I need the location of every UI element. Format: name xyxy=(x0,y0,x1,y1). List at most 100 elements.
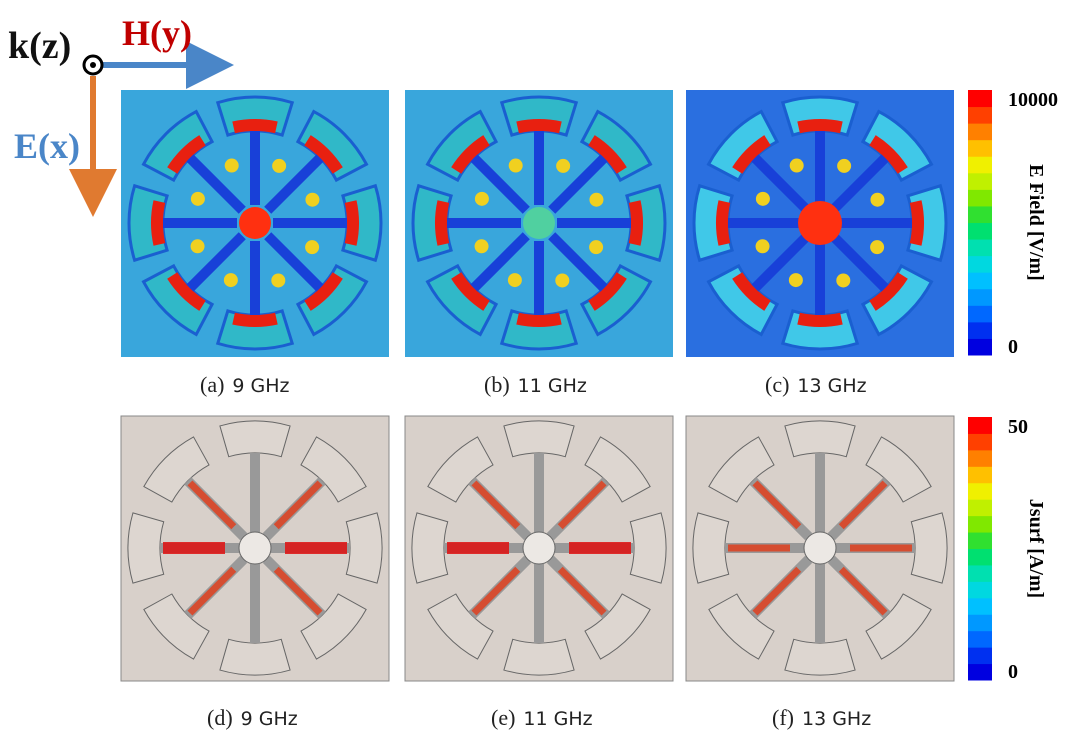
blob xyxy=(756,239,770,253)
colorbar-max: 10000 xyxy=(1008,89,1058,111)
colorbar-step xyxy=(968,466,992,483)
sector xyxy=(412,513,448,583)
blob xyxy=(191,192,205,206)
caption: (c) 13 GHz xyxy=(765,372,867,397)
colorbar-step xyxy=(968,647,992,664)
colorbar-step xyxy=(968,289,992,306)
caption: (a) 9 GHz xyxy=(200,372,290,397)
blob xyxy=(756,192,770,206)
colorbar-title: Jsurf [A/m] xyxy=(1025,499,1047,598)
figure: k(z) H(y) E(x) (a) 9 GHz (b) 11 GHz (c) 13 GH… xyxy=(0,0,1069,732)
colorbar-step xyxy=(968,206,992,223)
blob xyxy=(509,159,523,173)
blob xyxy=(272,159,286,173)
colorbar-step xyxy=(968,156,992,173)
colorbar-step xyxy=(968,631,992,648)
colorbar-step xyxy=(968,417,992,434)
blob xyxy=(305,193,319,207)
sector xyxy=(128,513,164,583)
center-field xyxy=(523,207,555,239)
efield-panel xyxy=(121,90,389,357)
colorbar-step xyxy=(968,433,992,450)
center-field xyxy=(239,207,271,239)
h-label: H(y) xyxy=(122,13,192,53)
center xyxy=(804,532,836,564)
caption: (f) 13 GHz xyxy=(772,705,871,730)
caption-freq: 11 GHz xyxy=(523,708,592,730)
colorbar-step xyxy=(968,90,992,107)
efield-panel xyxy=(405,90,673,357)
sector xyxy=(785,639,855,675)
colorbar-step xyxy=(968,256,992,273)
colorbar-title: E Field [V/m] xyxy=(1025,164,1047,281)
blob xyxy=(305,240,319,254)
colorbar-step xyxy=(968,483,992,500)
colorbar-step xyxy=(968,189,992,206)
caption: (d) 9 GHz xyxy=(207,705,298,730)
colorbar-min: 0 xyxy=(1008,336,1018,358)
colorbar-step xyxy=(968,664,992,681)
colorbar-step xyxy=(968,123,992,140)
blob xyxy=(836,273,850,287)
sector xyxy=(346,513,382,583)
caption-label: (d) xyxy=(207,705,233,730)
k-dot xyxy=(90,62,96,68)
efield-panel xyxy=(686,90,954,357)
blob xyxy=(790,159,804,173)
center xyxy=(523,532,555,564)
sector xyxy=(785,421,855,457)
colorbar-step xyxy=(968,173,992,190)
blob xyxy=(555,273,569,287)
sector xyxy=(220,639,290,675)
colorbar-step xyxy=(968,450,992,467)
current-panel xyxy=(405,416,673,681)
e-label: E(x) xyxy=(14,126,80,166)
sector xyxy=(504,421,574,457)
caption-label: (a) xyxy=(200,372,224,397)
colorbar-step xyxy=(968,107,992,124)
current-panel xyxy=(121,416,389,681)
colorbar-step xyxy=(968,322,992,339)
caption-freq: 9 GHz xyxy=(241,708,298,730)
k-label: k(z) xyxy=(8,25,71,67)
colorbar-max: 50 xyxy=(1008,416,1028,438)
blob xyxy=(589,193,603,207)
blob xyxy=(789,273,803,287)
current-panel xyxy=(686,416,954,681)
caption-freq: 13 GHz xyxy=(802,708,871,730)
blob xyxy=(589,240,603,254)
blob xyxy=(224,273,238,287)
colorbar-step xyxy=(968,614,992,631)
colorbar-min: 0 xyxy=(1008,661,1018,683)
colorbar-step xyxy=(968,565,992,582)
caption-freq: 13 GHz xyxy=(797,375,866,397)
sector xyxy=(630,513,666,583)
caption-label: (e) xyxy=(491,705,515,730)
caption-freq: 11 GHz xyxy=(518,375,587,397)
blob xyxy=(475,239,489,253)
caption-label: (c) xyxy=(765,372,789,397)
caption-freq: 9 GHz xyxy=(232,375,289,397)
blob xyxy=(191,239,205,253)
colorbar-step xyxy=(968,272,992,289)
sector xyxy=(911,513,947,583)
colorbar-step xyxy=(968,338,992,355)
center xyxy=(239,532,271,564)
blob xyxy=(271,273,285,287)
colorbar-step xyxy=(968,499,992,516)
colorbar-step xyxy=(968,223,992,240)
colorbar-step xyxy=(968,549,992,566)
sector xyxy=(693,513,729,583)
caption-label: (b) xyxy=(484,372,510,397)
colorbar-step xyxy=(968,140,992,157)
caption: (b) 11 GHz xyxy=(484,372,587,397)
caption: (e) 11 GHz xyxy=(491,705,593,730)
blob xyxy=(475,192,489,206)
caption-label: (f) xyxy=(772,705,794,730)
colorbar-step xyxy=(968,516,992,533)
blob xyxy=(225,159,239,173)
blob xyxy=(870,240,884,254)
blob xyxy=(870,193,884,207)
blob xyxy=(556,159,570,173)
colorbar-step xyxy=(968,532,992,549)
